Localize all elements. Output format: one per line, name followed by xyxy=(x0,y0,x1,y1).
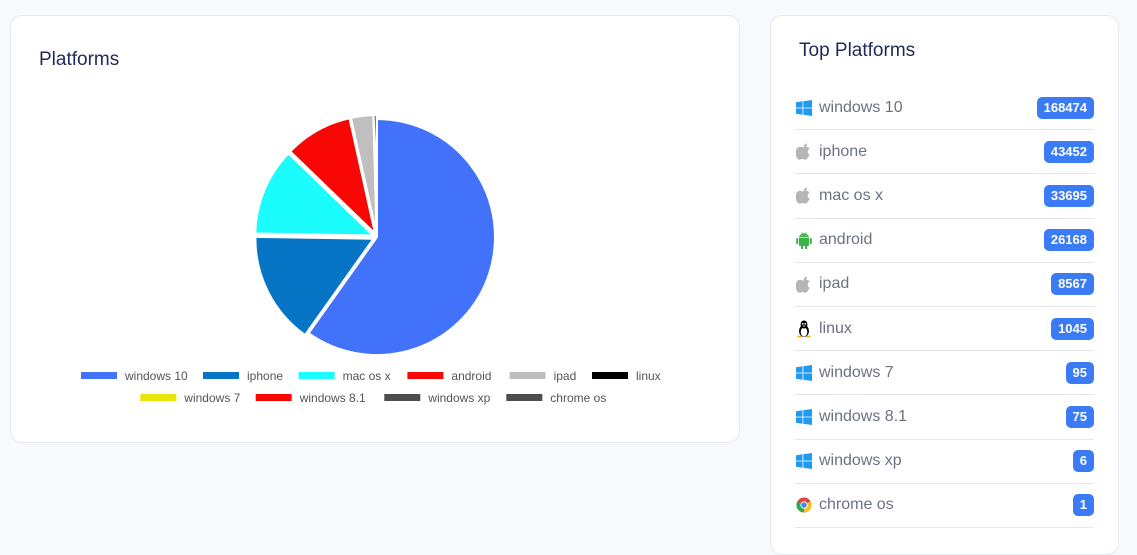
apple-icon xyxy=(795,275,813,293)
platform-count-badge: 26168 xyxy=(1044,229,1094,251)
windows-icon xyxy=(795,99,813,117)
platform-row: windows 10 168474 xyxy=(795,86,1094,130)
legend-label[interactable]: chrome os xyxy=(550,391,606,405)
android-icon xyxy=(795,231,813,249)
platform-row: iphone 43452 xyxy=(795,130,1094,174)
platform-row: windows xp 6 xyxy=(795,440,1094,484)
windows-icon xyxy=(795,364,813,382)
legend-label[interactable]: iphone xyxy=(247,369,283,383)
platform-name: android xyxy=(819,231,872,249)
platform-name: chrome os xyxy=(819,496,894,514)
platform-count-badge: 75 xyxy=(1066,406,1094,428)
apple-icon xyxy=(795,143,813,161)
top-platforms-title: Top Platforms xyxy=(799,40,915,62)
platform-count-badge: 6 xyxy=(1073,450,1094,472)
legend-swatch[interactable] xyxy=(299,372,335,379)
legend-swatch[interactable] xyxy=(506,394,542,401)
platform-name: windows 7 xyxy=(819,364,894,382)
platform-name: linux xyxy=(819,320,852,338)
platform-row: windows 8.1 75 xyxy=(795,395,1094,439)
legend-swatch[interactable] xyxy=(256,394,292,401)
platform-name: windows 8.1 xyxy=(819,408,907,426)
platform-count-badge: 1 xyxy=(1073,494,1094,516)
platform-count-badge: 168474 xyxy=(1037,97,1094,119)
chrome-icon xyxy=(795,496,813,514)
legend-swatch[interactable] xyxy=(592,372,628,379)
platform-row: windows 7 95 xyxy=(795,351,1094,395)
legend-swatch[interactable] xyxy=(203,372,239,379)
platform-row: android 26168 xyxy=(795,219,1094,263)
platform-row: ipad 8567 xyxy=(795,263,1094,307)
legend-label[interactable]: android xyxy=(451,369,491,383)
platform-name: iphone xyxy=(819,143,867,161)
legend-swatch[interactable] xyxy=(140,394,176,401)
windows-icon xyxy=(795,452,813,470)
legend-swatch[interactable] xyxy=(407,372,443,379)
platform-name: mac os x xyxy=(819,187,883,205)
legend-swatch[interactable] xyxy=(510,372,546,379)
platform-count-badge: 43452 xyxy=(1044,141,1094,163)
platform-count-badge: 8567 xyxy=(1051,273,1094,295)
legend-swatch[interactable] xyxy=(384,394,420,401)
top-platforms-list: windows 10 168474 iphone 43452 mac os x 33695… xyxy=(795,86,1094,528)
top-platforms-card: Top Platforms windows 10 168474 iphone 4345… xyxy=(770,15,1119,555)
windows-icon xyxy=(795,408,813,426)
legend-swatch[interactable] xyxy=(81,372,117,379)
platform-name: windows 10 xyxy=(819,99,903,117)
platform-count-badge: 95 xyxy=(1066,362,1094,384)
platform-name: ipad xyxy=(819,275,849,293)
legend-label[interactable]: windows xp xyxy=(427,391,490,405)
platform-name: windows xp xyxy=(819,452,902,470)
legend-label[interactable]: windows 10 xyxy=(124,369,188,383)
linux-icon xyxy=(795,320,813,338)
legend-label[interactable]: windows 8.1 xyxy=(299,391,366,405)
platform-row: chrome os 1 xyxy=(795,484,1094,528)
apple-icon xyxy=(795,187,813,205)
legend-label[interactable]: ipad xyxy=(554,369,577,383)
platform-row: mac os x 33695 xyxy=(795,174,1094,218)
legend-label[interactable]: windows 7 xyxy=(183,391,240,405)
platform-count-badge: 1045 xyxy=(1051,318,1094,340)
legend-label[interactable]: linux xyxy=(636,369,661,383)
platforms-pie-chart: windows 10 iphone mac os x android ipad linux… xyxy=(11,16,741,444)
legend-label[interactable]: mac os x xyxy=(343,369,391,383)
platform-row: linux 1045 xyxy=(795,307,1094,351)
platform-count-badge: 33695 xyxy=(1044,185,1094,207)
